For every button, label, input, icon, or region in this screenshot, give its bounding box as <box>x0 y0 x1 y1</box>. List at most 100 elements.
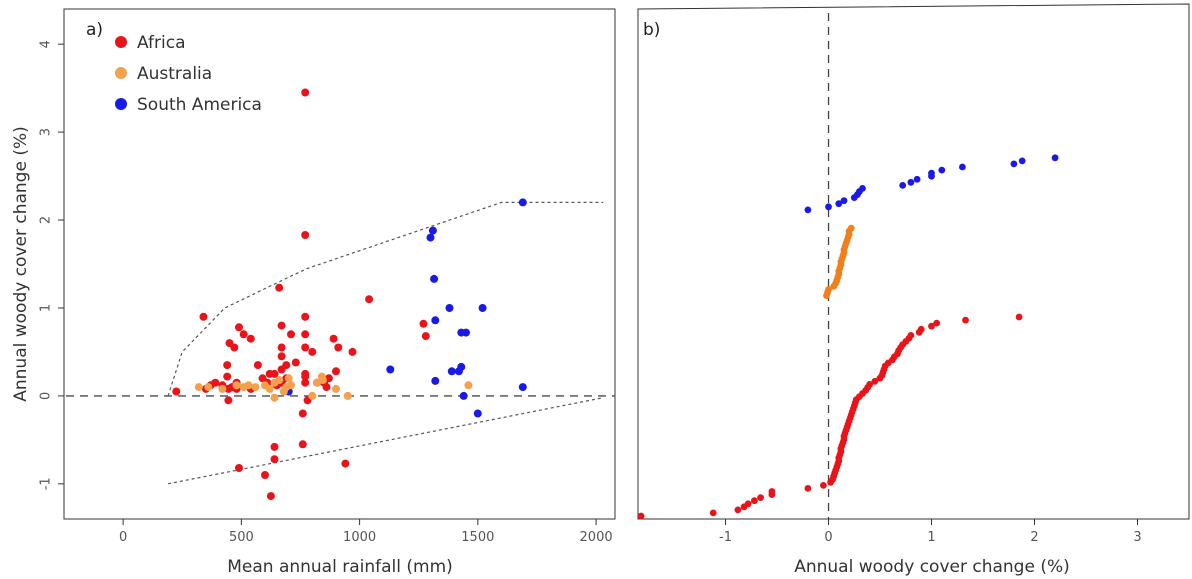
panel-a-point-south-america <box>431 376 440 385</box>
panel-b-point-south-america <box>913 175 921 183</box>
panel-a-point-africa <box>301 378 310 387</box>
panel-a-point-africa <box>419 319 428 328</box>
panel-a-y-tick-label: 4 <box>39 40 54 48</box>
panel-a-point-africa <box>277 352 286 361</box>
panel-a-point-australia <box>270 393 279 402</box>
panel-b-point-south-america <box>907 178 915 186</box>
legend-marker-south-america <box>115 98 127 110</box>
panel-a-point-africa <box>266 492 275 501</box>
panel-a-point-south-america <box>518 383 527 392</box>
panel-a-point-africa <box>308 347 317 356</box>
panel-b-point-africa <box>804 485 812 492</box>
panel-a-x-tick-label: 1000 <box>343 530 376 545</box>
panel-b-point-south-america <box>840 197 848 205</box>
panel-a-x-tick-label: 0 <box>119 530 127 545</box>
panel-a-upper-envelope-line <box>167 201 604 397</box>
panel-b-point-south-america <box>928 169 935 177</box>
panel-a-point-africa <box>298 440 307 449</box>
panel-b-x-tick-label: 0 <box>824 530 832 545</box>
legend-marker-africa <box>115 36 127 48</box>
panel-b-point-africa <box>768 488 776 495</box>
panel-a-point-australia <box>244 381 253 390</box>
panel-a-point-africa <box>277 343 286 352</box>
panel-a-point-south-america <box>457 362 466 371</box>
panel-a-point-africa <box>421 332 430 341</box>
panel-b-point-australia <box>825 286 832 293</box>
panel-a-point-africa <box>277 321 286 330</box>
panel-b-label: b) <box>643 20 660 40</box>
legend-label-australia: Australia <box>137 64 212 84</box>
panel-a-y-tick-label: 1 <box>39 304 54 312</box>
panel-a-point-africa <box>301 312 310 321</box>
panel-a-point-africa <box>365 295 374 304</box>
legend-marker-australia <box>115 67 127 79</box>
panel-a-point-africa <box>334 343 343 352</box>
panel-a-point-africa <box>199 312 208 321</box>
panel-b-point-africa <box>933 319 941 327</box>
panel-a-point-africa <box>301 231 310 239</box>
panel-a-point-africa <box>223 372 232 381</box>
panel-b-plot-frame <box>637 3 1190 520</box>
panel-a-point-south-america <box>430 274 439 283</box>
panel-a-point-africa <box>211 378 220 387</box>
panel-b-x-tick-label: 3 <box>1133 530 1141 545</box>
panel-b-point-africa <box>757 494 764 501</box>
panel-a-point-australia <box>308 391 317 400</box>
panel-a-point-australia <box>332 384 340 393</box>
panel-b-point-africa <box>1015 313 1023 321</box>
panel-b-point-africa <box>751 497 758 505</box>
panel-a-point-africa <box>298 409 307 418</box>
panel-a-point-africa <box>246 334 255 343</box>
panel-a-point-africa <box>235 323 243 332</box>
panel-a-point-south-america <box>428 226 437 235</box>
panel-a-plot-frame <box>63 8 616 520</box>
panel-b-point-south-america <box>899 182 907 189</box>
panel-b-point-south-america <box>825 203 832 211</box>
panel-a-point-australia <box>251 383 260 392</box>
panel-a-point-south-america <box>431 316 440 325</box>
panel-b-point-africa <box>907 332 915 339</box>
panel-a-point-africa <box>270 369 279 378</box>
panel-a-point-africa <box>287 330 295 339</box>
panel-a-point-africa <box>270 455 279 464</box>
panel-a-point-africa <box>172 387 181 396</box>
panel-a-point-africa <box>301 88 310 97</box>
panel-a-point-africa <box>223 361 232 370</box>
panel-a-point-south-america <box>459 391 468 400</box>
panel-b-point-south-america <box>1018 157 1026 165</box>
panel-a-point-australia <box>194 383 203 392</box>
panel-a-point-australia <box>275 376 284 385</box>
panel-b-point-south-america <box>938 166 946 174</box>
panel-a-point-africa <box>301 330 310 339</box>
legend-label-south-america: South America <box>137 95 262 115</box>
panel-a: 0 500 1000 1500 2000 -1 0 1 2 3 4 a) Africa Austral… <box>11 8 616 577</box>
panel-a-point-south-america <box>426 233 435 242</box>
panel-b-point-south-america <box>835 200 843 208</box>
panel-b-point-africa <box>866 381 874 388</box>
panel-a-point-africa <box>282 361 291 370</box>
panel-a-point-africa <box>275 283 284 292</box>
panel-a-y-tick-label: 2 <box>39 216 54 224</box>
panel-a-y-tick-label: 3 <box>39 128 54 136</box>
panel-b-point-south-america <box>1010 160 1018 168</box>
panel-b-point-africa <box>744 500 752 508</box>
panel-a-y-tick-label: 0 <box>39 392 54 400</box>
panel-b-point-africa <box>734 506 742 514</box>
panel-a-point-australia <box>218 384 227 393</box>
panel-a-x-tick-label: 1500 <box>461 530 494 545</box>
panel-a-point-africa <box>239 330 248 339</box>
panel-a-point-australia <box>265 384 274 393</box>
panel-a-point-africa <box>329 334 338 343</box>
panel-b-point-australia <box>847 224 855 232</box>
panel-b-point-africa <box>928 322 935 330</box>
panel-a-point-south-america <box>447 367 456 376</box>
panel-a-point-australia <box>464 381 473 390</box>
panel-a-point-australia <box>318 376 327 385</box>
panel-a-x-tick-label: 500 <box>229 530 254 545</box>
panel-a-point-africa <box>301 369 310 378</box>
panel-a-point-south-america <box>445 304 454 312</box>
panel-a-point-africa <box>322 383 331 392</box>
panel-a-point-australia <box>284 374 293 383</box>
panel-a-point-australia <box>232 381 241 390</box>
panel-b-point-south-america <box>859 185 866 192</box>
